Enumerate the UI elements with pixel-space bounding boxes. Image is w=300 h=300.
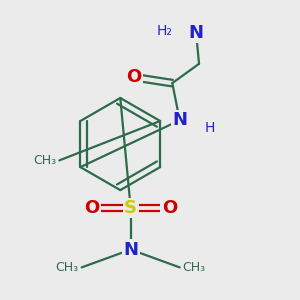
Text: O: O [162,199,177,217]
Text: CH₃: CH₃ [56,261,79,274]
Text: O: O [84,199,100,217]
Text: H₂: H₂ [156,24,172,38]
Text: H: H [205,121,215,135]
Text: CH₃: CH₃ [33,154,56,167]
Text: N: N [189,24,204,42]
Text: CH₃: CH₃ [183,261,206,274]
Text: S: S [124,199,137,217]
Text: N: N [123,241,138,259]
Text: N: N [172,111,187,129]
Text: O: O [126,68,141,86]
